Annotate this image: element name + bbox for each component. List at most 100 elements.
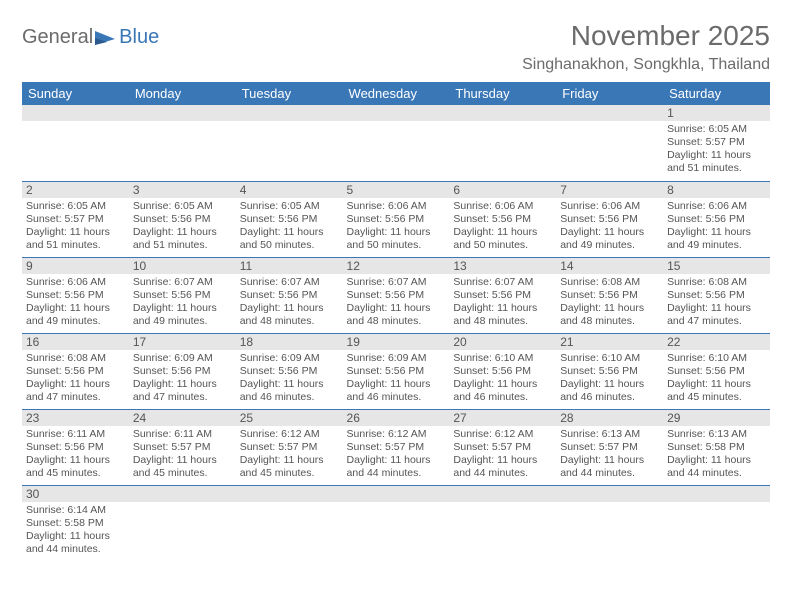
day-details: Sunrise: 6:12 AMSunset: 5:57 PMDaylight:… xyxy=(343,426,450,485)
day-number: 12 xyxy=(343,258,450,274)
calendar-row: 16Sunrise: 6:08 AMSunset: 5:56 PMDayligh… xyxy=(22,333,770,409)
day-cell: 30Sunrise: 6:14 AMSunset: 5:58 PMDayligh… xyxy=(22,485,129,561)
day-cell: 7Sunrise: 6:06 AMSunset: 5:56 PMDaylight… xyxy=(556,181,663,257)
empty-cell xyxy=(556,485,663,561)
day-number: 26 xyxy=(343,410,450,426)
day-cell: 29Sunrise: 6:13 AMSunset: 5:58 PMDayligh… xyxy=(663,409,770,485)
calendar-row: 30Sunrise: 6:14 AMSunset: 5:58 PMDayligh… xyxy=(22,485,770,561)
day-cell: 19Sunrise: 6:09 AMSunset: 5:56 PMDayligh… xyxy=(343,333,450,409)
weekday-header-row: SundayMondayTuesdayWednesdayThursdayFrid… xyxy=(22,82,770,105)
day-number: 11 xyxy=(236,258,343,274)
day-number: 14 xyxy=(556,258,663,274)
empty-cell xyxy=(663,485,770,561)
day-number: 27 xyxy=(449,410,556,426)
day-number: 9 xyxy=(22,258,129,274)
day-number: 20 xyxy=(449,334,556,350)
empty-cell xyxy=(449,485,556,561)
day-number: 3 xyxy=(129,182,236,198)
day-number: 24 xyxy=(129,410,236,426)
weekday-header: Thursday xyxy=(449,82,556,105)
day-details: Sunrise: 6:07 AMSunset: 5:56 PMDaylight:… xyxy=(129,274,236,333)
day-cell: 6Sunrise: 6:06 AMSunset: 5:56 PMDaylight… xyxy=(449,181,556,257)
weekday-header: Friday xyxy=(556,82,663,105)
weekday-header: Wednesday xyxy=(343,82,450,105)
day-number: 6 xyxy=(449,182,556,198)
day-cell: 12Sunrise: 6:07 AMSunset: 5:56 PMDayligh… xyxy=(343,257,450,333)
day-cell: 25Sunrise: 6:12 AMSunset: 5:57 PMDayligh… xyxy=(236,409,343,485)
day-number: 18 xyxy=(236,334,343,350)
day-details: Sunrise: 6:07 AMSunset: 5:56 PMDaylight:… xyxy=(449,274,556,333)
daynum-empty xyxy=(449,105,556,121)
weekday-header: Saturday xyxy=(663,82,770,105)
day-number: 23 xyxy=(22,410,129,426)
day-number: 7 xyxy=(556,182,663,198)
calendar-table: SundayMondayTuesdayWednesdayThursdayFrid… xyxy=(22,82,770,561)
title-block: November 2025 Singhanakhon, Songkhla, Th… xyxy=(522,20,770,74)
daynum-empty xyxy=(22,105,129,121)
calendar-row: 23Sunrise: 6:11 AMSunset: 5:56 PMDayligh… xyxy=(22,409,770,485)
day-number: 17 xyxy=(129,334,236,350)
day-number: 19 xyxy=(343,334,450,350)
day-cell: 9Sunrise: 6:06 AMSunset: 5:56 PMDaylight… xyxy=(22,257,129,333)
daynum-empty xyxy=(236,105,343,121)
day-details: Sunrise: 6:09 AMSunset: 5:56 PMDaylight:… xyxy=(343,350,450,409)
day-details: Sunrise: 6:06 AMSunset: 5:56 PMDaylight:… xyxy=(22,274,129,333)
day-cell: 27Sunrise: 6:12 AMSunset: 5:57 PMDayligh… xyxy=(449,409,556,485)
day-number: 8 xyxy=(663,182,770,198)
day-cell: 23Sunrise: 6:11 AMSunset: 5:56 PMDayligh… xyxy=(22,409,129,485)
daynum-empty xyxy=(236,486,343,502)
day-number: 2 xyxy=(22,182,129,198)
day-cell: 18Sunrise: 6:09 AMSunset: 5:56 PMDayligh… xyxy=(236,333,343,409)
empty-cell xyxy=(236,105,343,181)
day-number: 13 xyxy=(449,258,556,274)
calendar-row: 1Sunrise: 6:05 AMSunset: 5:57 PMDaylight… xyxy=(22,105,770,181)
day-cell: 17Sunrise: 6:09 AMSunset: 5:56 PMDayligh… xyxy=(129,333,236,409)
day-cell: 26Sunrise: 6:12 AMSunset: 5:57 PMDayligh… xyxy=(343,409,450,485)
day-cell: 4Sunrise: 6:05 AMSunset: 5:56 PMDaylight… xyxy=(236,181,343,257)
day-cell: 22Sunrise: 6:10 AMSunset: 5:56 PMDayligh… xyxy=(663,333,770,409)
day-details: Sunrise: 6:05 AMSunset: 5:57 PMDaylight:… xyxy=(663,121,770,180)
day-number: 15 xyxy=(663,258,770,274)
empty-cell xyxy=(236,485,343,561)
logo-flag-icon xyxy=(95,29,117,47)
calendar-body: 1Sunrise: 6:05 AMSunset: 5:57 PMDaylight… xyxy=(22,105,770,561)
logo-word1: General xyxy=(22,26,93,49)
day-details: Sunrise: 6:07 AMSunset: 5:56 PMDaylight:… xyxy=(343,274,450,333)
daynum-empty xyxy=(663,486,770,502)
empty-cell xyxy=(129,485,236,561)
day-details: Sunrise: 6:12 AMSunset: 5:57 PMDaylight:… xyxy=(236,426,343,485)
day-cell: 13Sunrise: 6:07 AMSunset: 5:56 PMDayligh… xyxy=(449,257,556,333)
day-cell: 28Sunrise: 6:13 AMSunset: 5:57 PMDayligh… xyxy=(556,409,663,485)
day-cell: 15Sunrise: 6:08 AMSunset: 5:56 PMDayligh… xyxy=(663,257,770,333)
day-number: 4 xyxy=(236,182,343,198)
empty-cell xyxy=(343,485,450,561)
day-details: Sunrise: 6:08 AMSunset: 5:56 PMDaylight:… xyxy=(556,274,663,333)
day-cell: 14Sunrise: 6:08 AMSunset: 5:56 PMDayligh… xyxy=(556,257,663,333)
day-number: 1 xyxy=(663,105,770,121)
day-details: Sunrise: 6:10 AMSunset: 5:56 PMDaylight:… xyxy=(449,350,556,409)
empty-cell xyxy=(449,105,556,181)
day-details: Sunrise: 6:07 AMSunset: 5:56 PMDaylight:… xyxy=(236,274,343,333)
day-number: 29 xyxy=(663,410,770,426)
empty-cell xyxy=(129,105,236,181)
day-cell: 8Sunrise: 6:06 AMSunset: 5:56 PMDaylight… xyxy=(663,181,770,257)
day-details: Sunrise: 6:14 AMSunset: 5:58 PMDaylight:… xyxy=(22,502,129,561)
month-title: November 2025 xyxy=(522,20,770,52)
day-cell: 16Sunrise: 6:08 AMSunset: 5:56 PMDayligh… xyxy=(22,333,129,409)
day-details: Sunrise: 6:06 AMSunset: 5:56 PMDaylight:… xyxy=(556,198,663,257)
daynum-empty xyxy=(556,486,663,502)
empty-cell xyxy=(556,105,663,181)
day-details: Sunrise: 6:06 AMSunset: 5:56 PMDaylight:… xyxy=(343,198,450,257)
day-details: Sunrise: 6:05 AMSunset: 5:56 PMDaylight:… xyxy=(129,198,236,257)
day-number: 5 xyxy=(343,182,450,198)
day-details: Sunrise: 6:13 AMSunset: 5:58 PMDaylight:… xyxy=(663,426,770,485)
daynum-empty xyxy=(343,486,450,502)
day-number: 21 xyxy=(556,334,663,350)
logo-word2: Blue xyxy=(119,26,159,49)
daynum-empty xyxy=(449,486,556,502)
calendar-row: 2Sunrise: 6:05 AMSunset: 5:57 PMDaylight… xyxy=(22,181,770,257)
logo: General Blue xyxy=(22,20,159,49)
empty-cell xyxy=(22,105,129,181)
day-cell: 24Sunrise: 6:11 AMSunset: 5:57 PMDayligh… xyxy=(129,409,236,485)
calendar-page: General Blue November 2025 Singhanakhon,… xyxy=(0,0,792,571)
